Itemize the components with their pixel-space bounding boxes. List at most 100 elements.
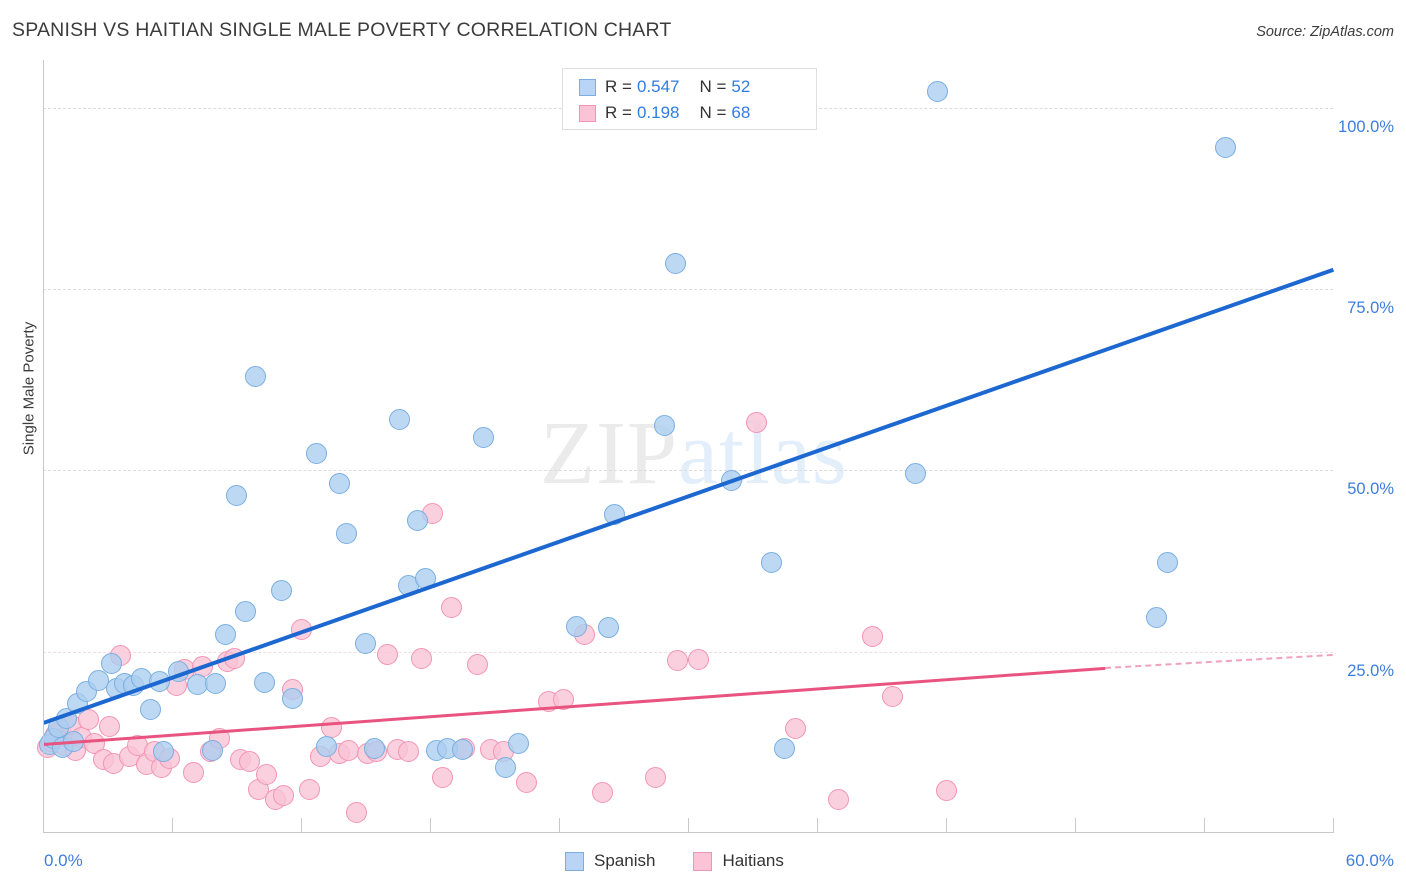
- scatter-point-haitians[interactable]: [273, 784, 295, 806]
- scatter-point-haitians[interactable]: [299, 778, 321, 800]
- stats-n-label-haitians: N =: [699, 103, 727, 122]
- scatter-point-haitians[interactable]: [828, 789, 849, 811]
- x-tick-48: [1075, 818, 1076, 833]
- scatter-point-spanish[interactable]: [905, 462, 927, 484]
- scatter-point-spanish[interactable]: [305, 442, 327, 464]
- gridline-75: [43, 289, 1333, 291]
- scatter-point-haitians[interactable]: [516, 771, 538, 793]
- scatter-point-spanish[interactable]: [664, 252, 686, 274]
- scatter-point-haitians[interactable]: [183, 761, 204, 783]
- x-tick-36: [817, 818, 818, 833]
- scatter-point-spanish[interactable]: [761, 552, 783, 574]
- source-label: Source: ZipAtlas.com: [1256, 24, 1394, 40]
- scatter-point-haitians[interactable]: [290, 618, 312, 640]
- scatter-point-spanish[interactable]: [335, 523, 357, 545]
- scatter-point-haitians[interactable]: [398, 741, 419, 763]
- scatter-point-spanish[interactable]: [226, 484, 247, 506]
- scatter-point-haitians[interactable]: [785, 718, 806, 740]
- scatter-point-haitians[interactable]: [688, 649, 710, 671]
- scatter-point-spanish[interactable]: [56, 707, 78, 729]
- scatter-point-spanish[interactable]: [1146, 607, 1168, 629]
- legend-item-haitians[interactable]: Haitians: [693, 851, 784, 871]
- scatter-point-haitians[interactable]: [666, 649, 688, 671]
- y-tick-label-25: 25.0%: [1347, 661, 1394, 680]
- scatter-point-haitians[interactable]: [337, 739, 359, 761]
- scatter-point-spanish[interactable]: [415, 567, 437, 589]
- scatter-point-spanish[interactable]: [653, 414, 675, 436]
- stats-n-value-haitians: 68: [731, 103, 751, 122]
- scatter-point-spanish[interactable]: [604, 504, 626, 526]
- x-tick-0: [43, 818, 44, 833]
- scatter-point-spanish[interactable]: [62, 731, 84, 753]
- scatter-point-haitians[interactable]: [591, 781, 613, 803]
- scatter-point-spanish[interactable]: [245, 366, 267, 388]
- scatter-point-spanish[interactable]: [204, 673, 226, 695]
- scatter-point-haitians[interactable]: [645, 767, 667, 789]
- scatter-point-haitians[interactable]: [432, 766, 454, 788]
- scatter-point-haitians[interactable]: [862, 625, 884, 647]
- legend-swatch-spanish-icon: [565, 851, 584, 871]
- scatter-point-spanish[interactable]: [234, 601, 256, 623]
- scatter-point-haitians[interactable]: [466, 653, 488, 675]
- plot-area: [36, 60, 1335, 833]
- stats-r-value-spanish: 0.547: [636, 77, 680, 96]
- y-axis-line: [43, 60, 44, 833]
- scatter-point-haitians[interactable]: [223, 648, 245, 670]
- scatter-point-spanish[interactable]: [101, 652, 123, 674]
- scatter-point-haitians[interactable]: [441, 596, 462, 618]
- scatter-point-haitians[interactable]: [238, 750, 260, 772]
- stats-r-label-spanish: R =: [605, 77, 632, 96]
- scatter-point-spanish[interactable]: [473, 427, 495, 449]
- scatter-point-spanish[interactable]: [774, 738, 796, 760]
- scatter-point-spanish[interactable]: [215, 623, 237, 645]
- legend-swatch-haitians-icon: [693, 851, 713, 871]
- scatter-point-spanish[interactable]: [1215, 136, 1236, 158]
- scatter-point-spanish[interactable]: [148, 670, 170, 692]
- scatter-point-haitians[interactable]: [410, 648, 432, 670]
- scatter-point-haitians[interactable]: [256, 763, 278, 785]
- scatter-point-spanish[interactable]: [507, 733, 529, 755]
- scatter-point-spanish[interactable]: [329, 472, 351, 494]
- scatter-point-spanish[interactable]: [363, 738, 385, 760]
- stats-row-spanish: R = 0.547 N = 52: [579, 74, 816, 100]
- scatter-point-spanish[interactable]: [926, 80, 948, 102]
- scatter-point-haitians[interactable]: [77, 709, 99, 731]
- series-swatch-haitians-icon: [579, 104, 596, 122]
- scatter-point-spanish[interactable]: [316, 736, 338, 758]
- legend-label-spanish: Spanish: [594, 851, 656, 870]
- chart-legend: Spanish Haitians: [565, 851, 822, 871]
- scatter-point-spanish[interactable]: [152, 740, 174, 762]
- scatter-point-spanish[interactable]: [281, 688, 303, 710]
- scatter-point-spanish[interactable]: [597, 616, 619, 638]
- scatter-point-spanish[interactable]: [451, 739, 473, 761]
- scatter-point-haitians[interactable]: [881, 686, 903, 708]
- scatter-point-spanish[interactable]: [389, 409, 411, 431]
- scatter-point-spanish[interactable]: [494, 757, 516, 779]
- legend-item-spanish[interactable]: Spanish: [565, 851, 655, 871]
- scatter-point-spanish[interactable]: [253, 671, 275, 693]
- scatter-point-haitians[interactable]: [935, 779, 957, 801]
- x-tick-6: [172, 818, 173, 833]
- scatter-point-spanish[interactable]: [202, 739, 224, 761]
- correlation-stats-box: R = 0.547 N = 52 R = 0.198 N = 68: [562, 68, 817, 130]
- scatter-point-spanish[interactable]: [355, 633, 376, 655]
- scatter-point-haitians[interactable]: [376, 644, 398, 666]
- scatter-point-haitians[interactable]: [99, 715, 121, 737]
- scatter-point-spanish[interactable]: [140, 698, 161, 720]
- scatter-point-haitians[interactable]: [346, 802, 368, 824]
- scatter-point-spanish[interactable]: [406, 509, 428, 531]
- page-title: SPANISH VS HAITIAN SINGLE MALE POVERTY C…: [12, 19, 672, 41]
- stats-n-value-spanish: 52: [731, 77, 751, 96]
- scatter-point-spanish[interactable]: [271, 580, 293, 602]
- scatter-point-haitians[interactable]: [746, 412, 768, 434]
- scatter-point-spanish[interactable]: [167, 660, 189, 682]
- y-axis-title: Single Male Poverty: [20, 321, 38, 456]
- scatter-point-haitians[interactable]: [552, 689, 574, 711]
- x-tick-12: [301, 818, 302, 833]
- scatter-point-haitians[interactable]: [320, 716, 342, 738]
- scatter-point-spanish[interactable]: [565, 615, 587, 637]
- scatter-point-spanish[interactable]: [1156, 552, 1178, 574]
- x-tick-18: [430, 818, 431, 833]
- scatter-point-spanish[interactable]: [720, 470, 742, 492]
